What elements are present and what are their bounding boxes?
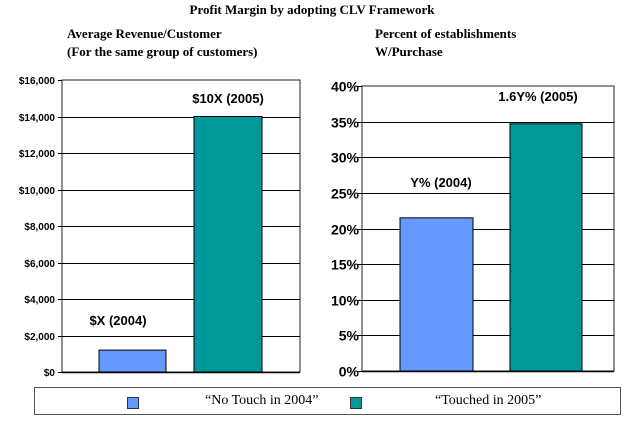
right-y-tick-label: 40% xyxy=(331,78,360,94)
left-y-tick-label: $2,000 xyxy=(24,332,55,343)
left-y-tick-label: $10,000 xyxy=(19,186,56,197)
right-bar-no-touch xyxy=(399,217,474,372)
left-y-tick-label: $12,000 xyxy=(19,149,56,160)
right-data-label: 1.6Y% (2005) xyxy=(498,89,578,104)
right-y-tick-label: 25% xyxy=(331,185,360,201)
right-chart-title: Percent of establishments xyxy=(375,26,517,41)
left-data-label: $X (2004) xyxy=(89,313,146,328)
legend-label-no-touch: “No Touch in 2004” xyxy=(205,393,319,408)
left-y-tick-label: $4,000 xyxy=(24,295,55,306)
legend-swatch-touched xyxy=(350,397,362,409)
right-y-tick-label: 20% xyxy=(331,221,360,237)
legend-label-touched: “Touched in 2005” xyxy=(435,393,542,408)
right-y-tick-label: 10% xyxy=(331,292,360,308)
right-y-tick-label: 30% xyxy=(331,149,360,165)
chart-main-title: Profit Margin by adopting CLV Framework xyxy=(189,2,435,17)
left-y-tick-label: $0 xyxy=(44,368,56,379)
right-bar-touched xyxy=(509,123,583,372)
right-y-tick-label: 0% xyxy=(339,363,360,379)
left-data-label: $10X (2005) xyxy=(192,91,264,106)
right-data-label: Y% (2004) xyxy=(410,175,471,190)
left-chart-subtitle: (For the same group of customers) xyxy=(67,44,258,59)
legend-swatch-no-touch xyxy=(127,397,139,409)
legend: “No Touch in 2004” “Touched in 2005” xyxy=(34,387,621,415)
left-chart-title: Average Revenue/Customer xyxy=(67,26,222,41)
left-y-tick-label: $8,000 xyxy=(24,222,55,233)
right-chart-subtitle: W/Purchase xyxy=(375,44,443,59)
left-bar-no-touch xyxy=(98,349,167,373)
right-y-tick-label: 5% xyxy=(339,327,360,343)
left-y-tick-label: $14,000 xyxy=(19,113,56,124)
left-y-tick-label: $16,000 xyxy=(19,76,56,87)
right-y-tick-label: 15% xyxy=(331,256,360,272)
right-y-tick-label: 35% xyxy=(331,114,360,130)
left-bar-touched xyxy=(193,116,263,373)
left-y-tick-label: $6,000 xyxy=(24,259,55,270)
